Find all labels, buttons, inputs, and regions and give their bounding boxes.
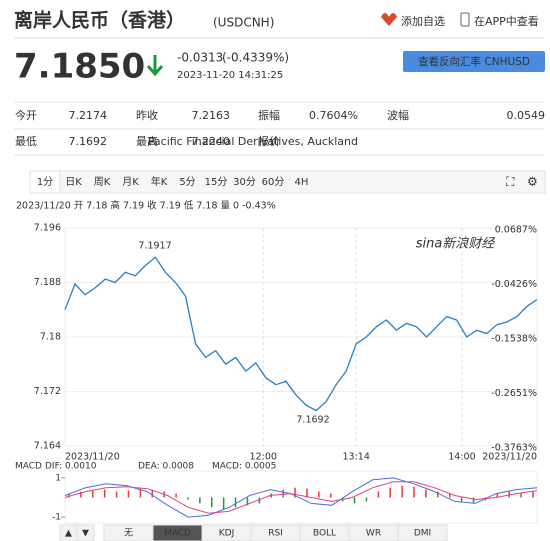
tab[interactable]: 60分 <box>262 176 285 188</box>
tab[interactable]: 日K <box>65 177 82 188</box>
y2-tick-label: -0.3763% <box>491 443 537 454</box>
y-tick-label: 7.172 <box>34 386 61 397</box>
add-fav[interactable]: 添加自选 <box>401 14 445 28</box>
stat-value: 7.2174 <box>69 109 108 122</box>
macd-tick-label: -1 <box>52 513 61 523</box>
macd-frame <box>64 470 538 524</box>
stat-label: 昨收 <box>136 108 158 122</box>
tab[interactable]: 周K <box>94 176 111 188</box>
stat-value: 0.7604% <box>309 109 358 122</box>
bottom-tab-label[interactable]: BOLL <box>313 529 336 539</box>
x-tick-label: 13:14 <box>343 452 370 463</box>
stat-value: 7.2240 <box>192 135 231 148</box>
tab[interactable]: 4H <box>295 177 309 188</box>
stat-label: 最低 <box>15 135 37 148</box>
stat-label: 报价 <box>258 134 280 148</box>
settings-icon[interactable]: ⚙ <box>527 175 538 189</box>
reverse-button[interactable] <box>403 51 545 72</box>
fav-icon[interactable] <box>381 13 397 26</box>
annotation-high: 7.1917 <box>138 241 171 252</box>
y2-tick-label: -0.1538% <box>491 334 537 345</box>
summary: 2023/11/20 开 7.18 高 7.19 收 7.19 低 7.18 量… <box>16 200 276 212</box>
stat-label: 今开 <box>15 108 37 122</box>
macd-label: MACD: 0.0005 <box>212 462 276 472</box>
x-tick-label: 14:00 <box>448 452 475 463</box>
tab[interactable]: 15分 <box>205 176 228 188</box>
change: -0.0313 <box>177 51 223 65</box>
stat-value: Pacific Financial Derivatives, Auckland <box>148 135 358 148</box>
stat-value: 0.0549 <box>507 109 546 122</box>
x-tick-label: 12:00 <box>250 452 277 463</box>
down-arrow <box>146 55 164 77</box>
stat-value: 7.1692 <box>69 135 108 148</box>
time: 2023-11-20 14:31:25 <box>177 70 283 81</box>
y-tick-label: 7.196 <box>34 223 61 234</box>
tab[interactable]: 年K <box>151 175 168 188</box>
stat-label: 最高 <box>136 134 158 148</box>
stat-value: 7.2163 <box>192 109 231 122</box>
macd-tick-label: 1 <box>55 473 61 483</box>
code: (USDCNH) <box>213 16 274 30</box>
y2-tick-label: 0.0687% <box>495 225 537 236</box>
y2-tick-label: -0.0426% <box>491 279 537 290</box>
macd-label: DEA: 0.0008 <box>138 462 194 472</box>
macd-label: MACD <box>15 462 42 472</box>
stat-label: 波幅 <box>387 109 409 122</box>
macd-line <box>64 481 538 514</box>
bottom-tab-label[interactable]: WR <box>366 529 381 539</box>
bottom-tab-label[interactable]: 无 <box>124 528 133 539</box>
tab[interactable]: 月K <box>122 176 139 188</box>
stat-label: 振幅 <box>258 108 280 122</box>
y2-tick-label: -0.2651% <box>491 388 537 399</box>
tab-selected <box>29 170 61 194</box>
bottom-tab-label[interactable]: KDJ <box>219 529 235 539</box>
change-pct: (-0.4339%) <box>222 51 289 65</box>
y-tick-label: 7.164 <box>34 441 61 452</box>
price: 7.1850 <box>14 47 145 87</box>
price-line <box>64 256 538 412</box>
bottom-tab[interactable] <box>397 524 448 541</box>
watermark: sina新浪财经 <box>416 236 497 252</box>
phone-icon[interactable] <box>460 12 470 27</box>
bottom-tab[interactable] <box>76 524 95 541</box>
stats: 今开 7.2174 昨收 7.2163 振幅 0.7604% 波幅 0.0549 最低 7.169… <box>14 101 546 156</box>
x-tick-label: 2023/11/20 <box>65 452 120 463</box>
bottom-tab-label[interactable]: RSI <box>268 529 283 539</box>
tab[interactable]: 5分 <box>179 176 195 188</box>
title: 离岸人民币（香港） <box>14 9 185 32</box>
annotation-low: 7.1692 <box>296 415 329 426</box>
price-chart: 7.196 7.188 7.18 7.172 7.164 0.0687% -0.0426% -… <box>34 223 538 463</box>
tabs: 1分 日K 周K 月K 年K 5分 15分 30分 60分 4H <box>37 175 309 188</box>
bottom-tab-label[interactable]: MACD <box>164 529 191 539</box>
x-tick-label: 2023/11/20 <box>482 452 537 463</box>
bottom-tab-label[interactable]: DMI <box>414 529 431 539</box>
fullscreen-icon[interactable]: ⛶ <box>505 175 515 189</box>
tab[interactable]: 30分 <box>233 176 256 188</box>
y-tick-label: 7.188 <box>34 277 61 288</box>
y-tick-label: 7.18 <box>40 332 61 343</box>
reverse-button-label[interactable]: 查看反向汇率 CNHUSD <box>418 55 530 68</box>
bottom-tab-label[interactable]: ▼ <box>82 529 89 539</box>
macd-line <box>64 477 538 518</box>
tab[interactable]: 1分 <box>37 176 53 188</box>
open-app[interactable]: 在APP中查看 <box>474 14 539 28</box>
bottom-tab-label[interactable]: ▲ <box>65 529 72 539</box>
bottom-tabs: ▲ ▼ 无 MACD KDJ RSI BOLL WR DMI <box>59 524 448 541</box>
macd-label: DIF: 0.0010 <box>45 462 97 472</box>
macd-chart: MACD DIF: 0.0010 DEA: 0.0008 MACD: 0.0005 1 -… <box>15 462 538 524</box>
